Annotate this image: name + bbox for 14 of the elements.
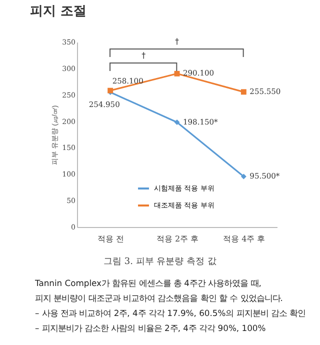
chart-title: 피지 조절 [30, 3, 87, 20]
text: – 사용 전과 비교하여 2주, 4주 각각 17.9%, 60.5%의 피지분비 감소 확인 [35, 307, 306, 320]
text: Tannin Complex가 함유된 에센스를 총 4주간 사용하였을 때, [35, 277, 262, 290]
x-tick-label: 적용 전 [98, 234, 124, 244]
text: – 피지분비가 감소한 사람의 비율은 2주, 4주 각각 90%, 100% [35, 322, 267, 335]
annotation: † [142, 51, 146, 60]
annotation: † [175, 37, 179, 46]
point [240, 89, 246, 95]
x-tick-label: 적용 2주 후 [156, 234, 199, 244]
point [240, 174, 246, 180]
text: 피지 분비량이 대조군과 비교하여 감소했음을 확인 할 수 있었습니다. [35, 292, 284, 305]
point [174, 70, 180, 76]
caption: 그림 3. 피부 유분량 측정 값 [102, 256, 218, 268]
x-tick-label: 적용 4주 후 [223, 234, 266, 244]
